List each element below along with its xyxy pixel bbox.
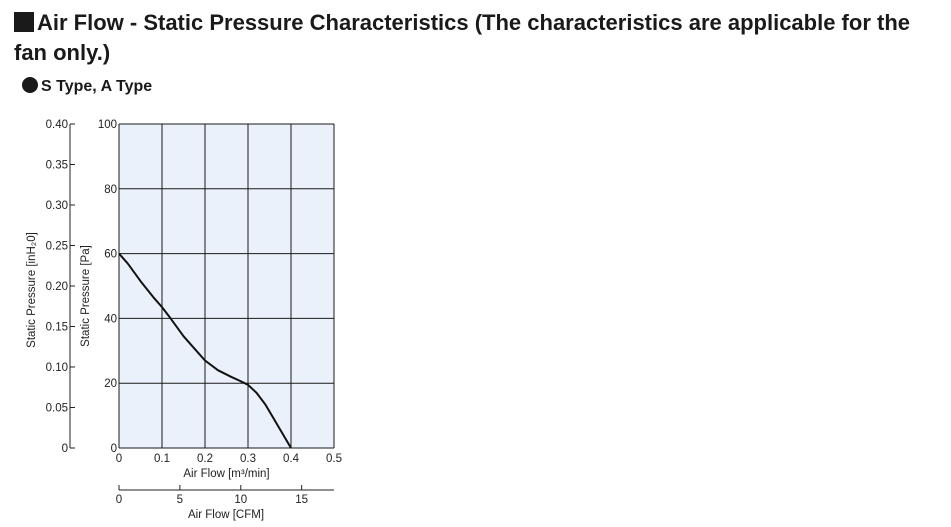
y-tick-label: 40 [104, 313, 117, 325]
secondary-x-tick-label: 10 [234, 494, 247, 506]
x-tick-label: 0.3 [240, 453, 256, 465]
x-axis-label: Air Flow [m³/min] [183, 468, 269, 480]
pressure-curve [118, 252, 292, 449]
x-tick-label: 0 [116, 453, 122, 465]
secondary-x-tick-label: 0 [116, 494, 122, 506]
x-tick-label: 0.5 [326, 453, 342, 465]
secondary-y-tick-label: 0.35 [46, 160, 68, 172]
section-subtitle-text: S Type, A Type [41, 78, 153, 95]
secondary-y-tick-label: 0.20 [46, 281, 68, 293]
circle-bullet-icon [22, 77, 38, 93]
secondary-x-tick-label: 5 [177, 494, 183, 506]
secondary-x-tick-label: 15 [295, 494, 308, 506]
plot-area [119, 124, 334, 448]
x-tick-label: 0.2 [197, 453, 213, 465]
y-tick-label: 80 [104, 184, 117, 196]
secondary-y-tick-label: 0.30 [46, 200, 68, 212]
secondary-y-tick-label: 0.15 [46, 322, 68, 334]
x-tick-label: 0.1 [154, 453, 170, 465]
square-bullet-icon [14, 12, 34, 32]
y-tick-label: 0 [111, 443, 117, 455]
y-axis-label: Static Pressure [Pa] [80, 245, 92, 347]
y-tick-label: 60 [104, 249, 117, 261]
page-title: Air Flow - Static Pressure Characteristi… [14, 8, 934, 68]
secondary-y-tick-label: 0.10 [46, 362, 68, 374]
y-tick-label: 100 [98, 119, 117, 131]
y-tick-label: 20 [104, 378, 117, 390]
secondary-y-tick-label: 0.05 [46, 403, 68, 415]
secondary-y-tick-label: 0.40 [46, 119, 68, 131]
secondary-y-tick-label: 0.25 [46, 241, 68, 253]
section-subtitle: S Type, A Type [22, 76, 152, 98]
secondary-x-axis-label: Air Flow [CFM] [188, 509, 264, 521]
x-tick-label: 0.4 [283, 453, 300, 465]
secondary-y-tick-label: 0 [62, 443, 68, 455]
secondary-y-axis-label: Static Pressure [inH₂0] [26, 232, 38, 348]
page-title-text: Air Flow - Static Pressure Characteristi… [14, 10, 910, 65]
